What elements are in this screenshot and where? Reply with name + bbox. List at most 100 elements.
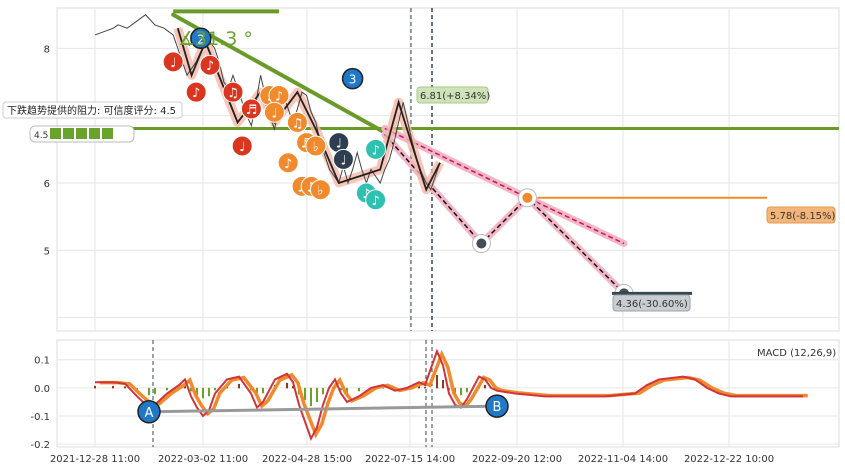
music-marker-glyph: ♪ (362, 187, 370, 202)
divergence-marker (485, 394, 509, 418)
macd-histogram-bar (208, 387, 210, 397)
macd-histogram-bar (310, 387, 312, 407)
music-marker-glyph: ♩ (239, 140, 245, 155)
macd-ytick: -0.1 (30, 412, 50, 423)
resistance-tooltip: 下跌趋势提供的阻力: 可信度评分: 4.5 (2, 101, 183, 119)
divergence-marker-text: A (145, 406, 154, 421)
macd-panel (56, 339, 840, 448)
music-marker (277, 152, 299, 174)
macd-histogram-bar (202, 387, 204, 399)
price-ytick: 5 (44, 246, 50, 257)
music-marker (286, 111, 308, 133)
angle-label: ∡31.3 ° (178, 28, 253, 50)
music-marker-glyph: ♪ (371, 194, 379, 209)
macd-histogram-bar (214, 387, 216, 391)
macd-histogram-bar (148, 387, 150, 396)
rating-star (76, 128, 87, 139)
price-y-axis: 8 6 5 (44, 44, 50, 257)
music-marker-glyph: ♪ (371, 143, 379, 158)
wave-label (341, 67, 364, 90)
macd-histogram-bar (292, 385, 294, 389)
rating-star (89, 128, 100, 139)
macd-legend: MACD (12,26,9) (757, 348, 836, 359)
macd-histogram-bar (316, 387, 318, 403)
music-marker-glyph: ♩ (336, 137, 342, 152)
music-marker (263, 101, 285, 123)
projection-label-mid: 5.78(-8.15%) (766, 206, 836, 224)
resistance-text: 下跌趋势提供的阻力: 可信度评分: 4.5 (7, 104, 176, 117)
x-tick-label: 2022-09-20 12:00 (472, 454, 562, 465)
x-tick-label: 2022-12-22 10:00 (684, 454, 774, 465)
x-tick-label: 2022-04-28 15:00 (262, 454, 352, 465)
x-tick-label: 2022-07-15 14:00 (365, 454, 455, 465)
music-marker-glyph: ♩ (340, 153, 346, 168)
macd-histogram-bar (442, 379, 444, 389)
divergence-marker-text: B (493, 400, 502, 415)
music-marker (222, 81, 244, 103)
divergence-line (148, 404, 498, 414)
music-marker-glyph: ♫ (227, 86, 239, 101)
rating-star (63, 128, 74, 139)
macd-ytick: 0.1 (34, 356, 50, 367)
music-marker-glyph: ♫ (292, 116, 304, 131)
projection-text-mid: 5.78(-8.15%) (770, 211, 836, 222)
wave-label (190, 27, 212, 50)
projection-label-up: 6.81(+8.34%) (416, 86, 490, 104)
projection-text-down: 4.36(-30.60%) (616, 299, 688, 310)
rating-stars (50, 128, 113, 139)
wave-label-text: 3 (349, 73, 357, 87)
music-marker (185, 81, 207, 103)
music-marker-glyph: ♪ (192, 86, 200, 101)
macd-histogram-bar (304, 387, 306, 401)
macd-histogram-bar (424, 386, 426, 389)
macd-ytick: 0.0 (34, 384, 50, 395)
macd-histogram-bar (346, 387, 348, 394)
music-marker-glyph: ♪ (284, 157, 292, 172)
x-tick-label: 2021-12-28 11:00 (50, 454, 140, 465)
macd-histogram-bar (154, 387, 156, 395)
rating-value: 4.5 (34, 131, 48, 141)
wave-label-text: 2 (197, 32, 205, 46)
macd-histogram-bar (190, 387, 192, 392)
x-axis: 2021-12-28 11:00 2022-03-02 11:00 2022-04-… (50, 454, 774, 465)
macd-histogram-bar (112, 385, 114, 389)
macd-ytick: -0.2 (30, 440, 50, 451)
price-layer: ♩♪♪♫♩♬♩♪♩♫♪♬♭♫♫♭♩♩♪♪♪23 (57, 9, 839, 303)
macd-histogram-bar (340, 387, 342, 391)
macd-histogram-bar (436, 375, 438, 389)
macd-histogram-bar (418, 385, 420, 389)
music-marker-glyph: ♭ (317, 184, 323, 199)
music-marker-glyph: ♬ (246, 103, 258, 118)
x-tick-label: 2022-11-04 14:00 (578, 454, 668, 465)
music-marker (365, 189, 387, 211)
music-marker (240, 98, 262, 120)
projection-point (476, 238, 487, 249)
music-marker-glyph: ♪ (206, 59, 214, 74)
macd-histogram-bar (286, 382, 288, 389)
projection-line-down (384, 134, 625, 294)
music-marker (332, 148, 354, 170)
music-marker (231, 135, 253, 157)
music-marker (199, 54, 221, 76)
rating-star (102, 128, 113, 139)
projection-point (522, 192, 533, 203)
macd-histogram-bar (256, 387, 258, 396)
macd-histogram-bar (94, 385, 96, 389)
price-ytick: 6 (44, 179, 50, 190)
macd-histogram-bar (166, 387, 168, 391)
music-marker-glyph: ♩ (170, 56, 176, 71)
macd-y-axis: 0.1 0.0 -0.1 -0.2 (30, 356, 50, 451)
music-marker-glyph: ♪ (275, 89, 283, 104)
macd-histogram-bar (124, 386, 126, 389)
price-ytick: 8 (44, 44, 50, 55)
music-marker-glyph: ♭ (313, 140, 319, 155)
music-marker (305, 135, 327, 157)
macd-histogram-bar (238, 383, 240, 389)
music-marker (162, 51, 184, 73)
macd-histogram-bar (460, 387, 462, 396)
projection-text-up: 6.81(+8.34%) (420, 91, 490, 102)
music-marker-glyph: ♩ (271, 106, 277, 121)
macd-histogram-bar (484, 384, 486, 389)
